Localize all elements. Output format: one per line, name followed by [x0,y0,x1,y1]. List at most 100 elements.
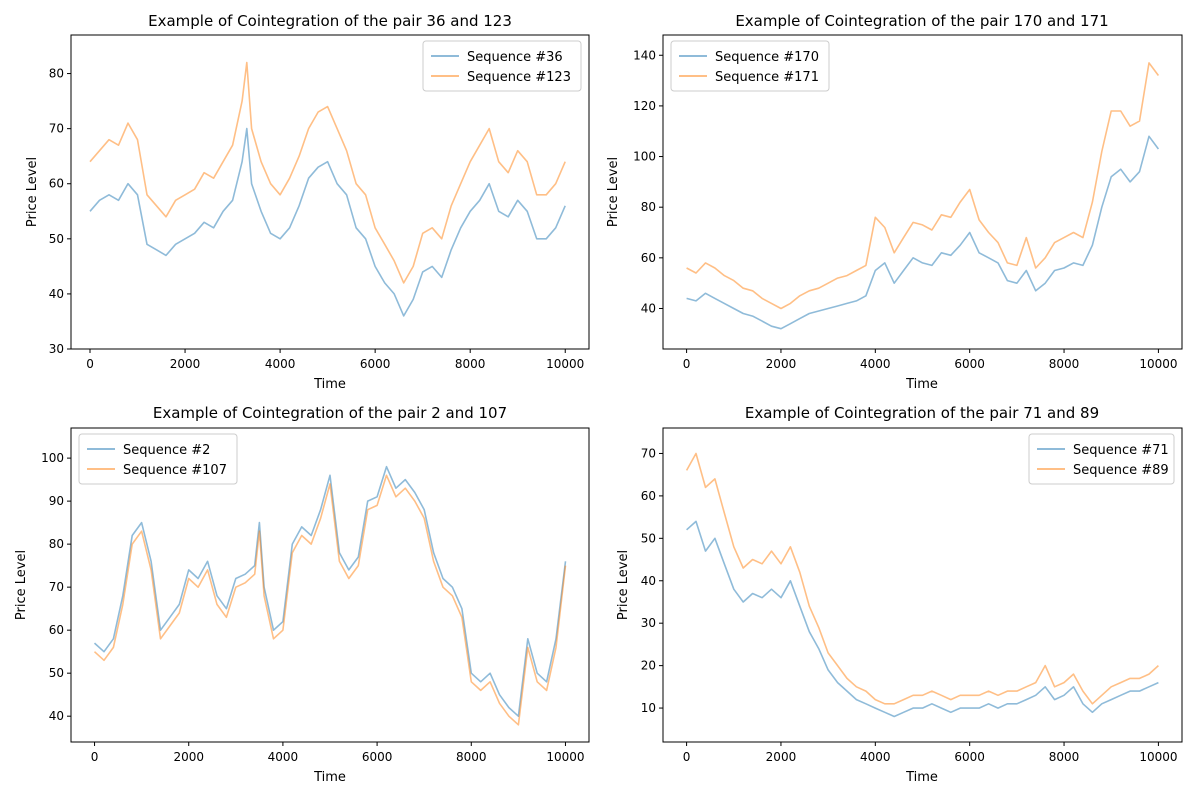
x-tick-label: 0 [91,750,99,764]
legend: Sequence #71 Sequence #89 [1028,433,1175,485]
legend-box [78,433,238,485]
legend-label: Sequence #71 [1073,443,1169,458]
y-tick-label: 60 [641,251,656,265]
legend-label: Sequence #36 [467,50,563,65]
series-line-1 [93,465,567,718]
y-tick-label: 40 [641,574,656,588]
legend-box [422,40,582,92]
series-line-1 [686,135,1160,330]
y-tick-label: 30 [641,616,656,630]
legend-label: Sequence #171 [715,70,819,85]
y-axis-label: Price Level [606,157,621,227]
x-tick-label: 10000 [1139,750,1177,764]
legend: Sequence #170 Sequence #171 [670,40,830,92]
x-tick-label: 6000 [954,750,985,764]
legend-label: Sequence #89 [1073,463,1169,478]
legend-label: Sequence #2 [123,443,210,458]
y-axis-label: Price Level [616,550,631,620]
x-tick-label: 8000 [455,357,486,371]
y-axis-label: Price Level [14,550,29,620]
x-tick-label: 4000 [860,357,891,371]
plot-area: 0 2000 4000 6000 8000 10000 10 20 30 40 50 60 70 Sequ… [641,427,1183,764]
axes-frame [70,427,590,743]
y-tick-label: 70 [641,446,656,460]
legend-label: Sequence #107 [123,463,227,478]
axes-frame [662,427,1183,743]
series-line-2 [685,452,1159,705]
y-tick-label: 90 [49,494,64,508]
y-tick-label: 50 [641,531,656,545]
chart-bottom-left: Example of Cointegration of the pair 2 a… [14,404,590,785]
axes-frame [662,34,1183,350]
y-tick-label: 60 [49,177,64,191]
chart-top-left: Example of Cointegration of the pair 36 … [25,12,590,392]
x-tick-label: 6000 [954,357,985,371]
chart-title: Example of Cointegration of the pair 71 … [745,404,1099,422]
chart-title: Example of Cointegration of the pair 2 a… [153,404,507,422]
x-tick-label: 0 [683,750,691,764]
x-tick-label: 10000 [546,750,584,764]
chart-top-right: Example of Cointegration of the pair 170… [606,12,1183,392]
axes-frame [70,34,590,350]
x-tick-label: 8000 [456,750,487,764]
x-axis-label: Time [313,770,346,785]
series-line-1 [686,520,1159,718]
x-tick-label: 2000 [766,357,797,371]
y-tick-label: 30 [49,342,64,356]
y-tick-label: 50 [49,666,64,680]
y-tick-label: 80 [49,537,64,551]
x-tick-label: 4000 [268,750,299,764]
chart-title: Example of Cointegration of the pair 36 … [148,12,512,30]
x-tick-label: 4000 [265,357,296,371]
x-tick-label: 0 [86,357,94,371]
chart-title: Example of Cointegration of the pair 170… [735,12,1108,30]
y-tick-label: 40 [641,301,656,315]
legend-label: Sequence #123 [467,70,571,85]
x-tick-label: 0 [683,357,691,371]
y-tick-label: 70 [49,580,64,594]
x-tick-label: 8000 [1049,357,1080,371]
y-tick-label: 40 [49,709,64,723]
x-tick-label: 2000 [170,357,201,371]
x-tick-label: 8000 [1049,750,1080,764]
y-tick-label: 60 [49,623,64,637]
x-tick-label: 6000 [362,750,393,764]
series-line-2 [686,62,1160,310]
plot-area: 0 2000 4000 6000 8000 10000 30 40 50 60 70 80 Sequen… [49,34,590,371]
legend-label: Sequence #170 [715,50,819,65]
legend: Sequence #2 Sequence #107 [78,433,238,485]
legend-box [1028,433,1175,485]
x-axis-label: Time [313,377,346,392]
plot-area: 0 2000 4000 6000 8000 10000 40 60 80 100 120 140 Seq… [633,34,1183,371]
y-tick-label: 20 [641,659,656,673]
x-axis-label: Time [905,377,938,392]
series-line-2 [89,61,566,284]
series-line-1 [89,127,566,317]
series-line-2 [93,474,567,726]
x-tick-label: 10000 [1139,357,1177,371]
x-axis-label: Time [905,770,938,785]
y-tick-label: 100 [633,150,656,164]
legend-box [670,40,830,92]
y-axis-label: Price Level [25,157,40,227]
x-tick-label: 2000 [766,750,797,764]
y-tick-label: 50 [49,232,64,246]
y-tick-label: 80 [641,200,656,214]
x-tick-label: 10000 [546,357,584,371]
y-tick-label: 70 [49,122,64,136]
x-tick-label: 2000 [173,750,204,764]
plot-area: 0 2000 4000 6000 8000 10000 40 50 60 70 80 90 100 Seq… [41,427,590,764]
y-tick-label: 120 [633,99,656,113]
legend: Sequence #36 Sequence #123 [422,40,582,92]
y-tick-label: 40 [49,287,64,301]
chart-bottom-right: Example of Cointegration of the pair 71 … [616,404,1183,785]
x-tick-label: 6000 [360,357,391,371]
y-tick-label: 10 [641,701,656,715]
y-tick-label: 140 [633,48,656,62]
y-tick-label: 100 [41,451,64,465]
y-tick-label: 80 [49,67,64,81]
y-tick-label: 60 [641,489,656,503]
x-tick-label: 4000 [860,750,891,764]
